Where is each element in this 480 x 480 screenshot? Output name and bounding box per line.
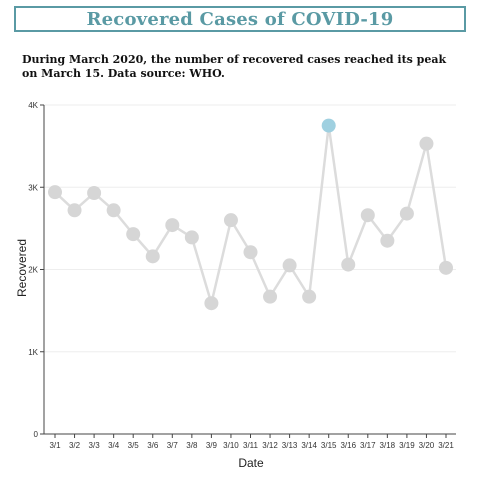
x-tick-label: 3/16 [340,441,356,450]
x-axis-label: Date [238,456,264,470]
title-box: Recovered Cases of COVID-19 [14,6,466,32]
data-point [302,289,317,304]
data-point [106,203,121,218]
data-point [165,218,180,233]
x-tick-label: 3/1 [49,441,61,450]
x-tick-label: 3/8 [186,441,198,450]
data-point [145,249,160,264]
y-tick-label: 3K [28,183,38,192]
data-point [360,208,375,223]
grid-layer [44,104,456,353]
x-tick-label: 3/10 [223,441,239,450]
data-point [204,296,219,311]
x-tick-label: 3/5 [128,441,140,450]
x-tick-label: 3/2 [69,441,81,450]
data-point [243,245,258,260]
y-tick-label: 2K [28,266,38,275]
point-layer [48,118,453,311]
x-tick-label: 3/21 [438,441,454,450]
data-point [48,185,62,200]
data-point [67,203,82,218]
x-tick-label: 3/11 [243,441,259,450]
x-tick-label: 3/3 [89,441,101,450]
peak-data-point [321,118,336,133]
chart-title: Recovered Cases of COVID-19 [86,8,394,30]
y-axis-label: Recovered [15,239,29,297]
data-point [439,260,453,275]
data-point [184,230,199,245]
axis-layer: 0 1K 2K 3K 4K 3/1 3/2 3/3 3/4 3/5 3/6 3/7 3/8 3/9 3/10… [28,101,456,450]
data-point [380,233,395,248]
data-point [419,136,434,151]
y-tick-label: 1K [28,348,38,357]
data-point [126,227,141,242]
x-tick-label: 3/7 [167,441,179,450]
data-point [263,289,278,304]
data-point [399,206,414,221]
x-tick-label: 3/4 [108,441,120,450]
y-tick-label: 4K [28,101,38,110]
y-tick-label: 0 [34,430,39,439]
x-tick-label: 3/15 [321,441,337,450]
x-tick-label: 3/20 [419,441,435,450]
x-tick-label: 3/14 [301,441,317,450]
x-tick-label: 3/19 [399,441,415,450]
x-tick-label: 3/6 [147,441,159,450]
data-point [282,258,297,273]
x-tick-label: 3/18 [380,441,396,450]
data-point [223,213,238,228]
x-tick-label: 3/9 [206,441,218,450]
data-point [87,186,102,201]
x-tick-label: 3/17 [360,441,376,450]
x-tick-label: 3/12 [262,441,278,450]
chart-subtitle: During March 2020, the number of recover… [22,53,447,80]
x-tick-label: 3/13 [282,441,298,450]
data-point [341,257,356,272]
